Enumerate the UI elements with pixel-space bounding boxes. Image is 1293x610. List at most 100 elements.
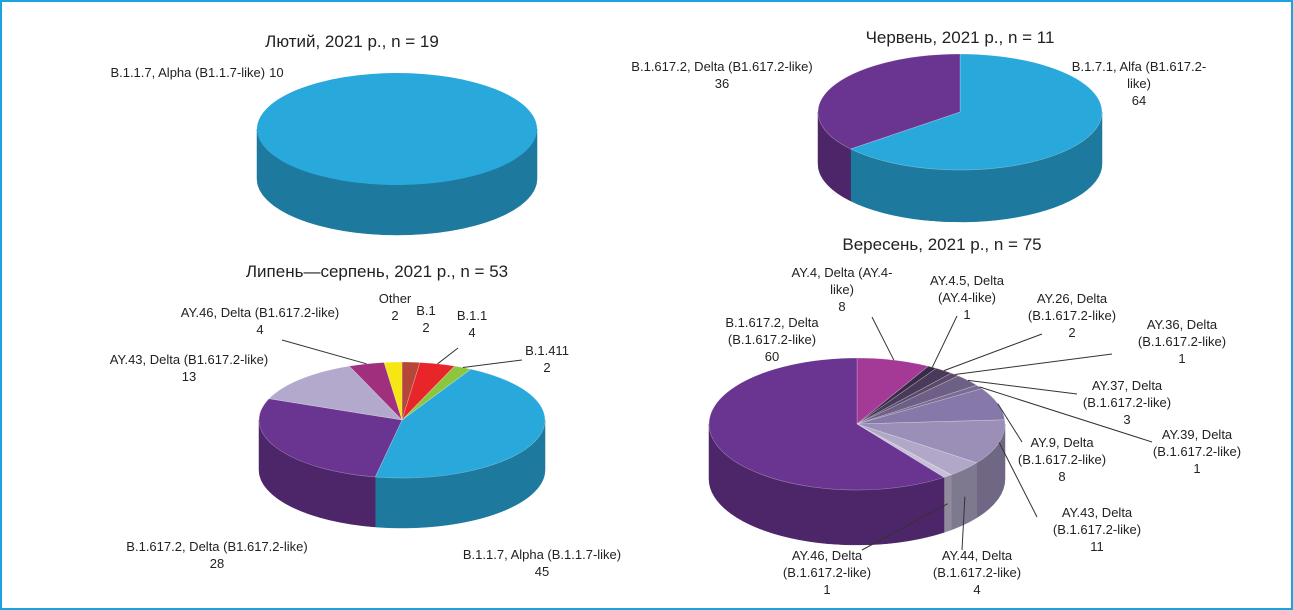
- leader-line: [871, 316, 895, 361]
- value-label: 2: [422, 320, 430, 335]
- value-label: 1: [1178, 351, 1186, 366]
- category-label: AY.39, Delta (B.1.617.2-like): [1152, 427, 1242, 459]
- slice-label: AY.44, Delta (B.1.617.2-like) 4: [922, 547, 1032, 598]
- value-label: 13: [181, 369, 197, 384]
- slice-label: B.1 2: [416, 302, 436, 336]
- category-label: AY.9, Delta (B.1.617.2-like): [1017, 435, 1107, 467]
- leader-line: [967, 379, 1078, 395]
- value-label: 4: [468, 325, 476, 340]
- chart-title-text: Червень, 2021 р., n = 11: [865, 28, 1055, 47]
- category-label: AY.4, Delta (AY.4-like): [791, 265, 893, 297]
- leader-line: [462, 359, 523, 369]
- category-label: B.1.1: [456, 308, 488, 323]
- slice-label: AY.43, Delta (B.1.617.2-like) 11: [1042, 504, 1152, 555]
- slice-label: B.1.1.7, Alpha (B1.1.7-like) 10: [110, 64, 283, 81]
- category-label: B.1.1.7, Alpha (B1.1.7-like): [110, 65, 266, 80]
- slice: [374, 368, 546, 479]
- category-label: B.1.411: [525, 343, 569, 358]
- slice-label: AY.37, Delta (B.1.617.2-like) 3: [1072, 377, 1182, 428]
- category-label: B.1.617.2, Delta (B.1.617.2-like): [725, 315, 819, 347]
- category-label: B.1.617.2, Delta (B1.617.2-like): [126, 539, 308, 554]
- value-label: 1: [963, 307, 971, 322]
- category-label: AY.36, Delta (B.1.617.2-like): [1137, 317, 1227, 349]
- category-label: B.1: [416, 303, 436, 318]
- slice-label: AY.9, Delta (B.1.617.2-like) 8: [1007, 434, 1117, 485]
- slice-label: AY.46, Delta (B.1.617.2-like) 1: [772, 547, 882, 598]
- slice-label: AY.43, Delta (B1.617.2-like) 13: [110, 351, 269, 385]
- value-label: 2: [391, 308, 399, 323]
- slice: [856, 423, 953, 478]
- slice-label: B.1.411 2: [525, 342, 569, 376]
- pie-tops: [817, 53, 1103, 171]
- category-label: Other: [378, 291, 412, 306]
- chart-title: Вересень, 2021 р., n = 75: [842, 235, 1041, 255]
- slice: [708, 357, 945, 491]
- slice-label: AY.46, Delta (B1.617.2-like) 4: [181, 304, 340, 338]
- slice: [856, 384, 983, 425]
- chart-title: Липень—серпень, 2021 р., n = 53: [246, 262, 508, 282]
- leader-line: [954, 353, 1113, 375]
- slice: [257, 73, 537, 185]
- leader-line: [961, 496, 966, 551]
- pie-tops: [708, 357, 1006, 491]
- leader-line: [437, 347, 459, 365]
- category-label: B.1.617.2, Delta (B1.617.2-like): [631, 59, 813, 74]
- chart-title: Лютий, 2021 р., n = 19: [265, 32, 439, 52]
- slice: [383, 361, 403, 421]
- pie-sides: [708, 423, 1006, 546]
- category-label: AY.46, Delta (B1.617.2-like): [180, 305, 340, 320]
- pie-tops: [258, 361, 546, 479]
- value-label: 36: [714, 76, 730, 91]
- chart-title-text: Лютий, 2021 р., n = 19: [265, 32, 439, 51]
- category-label: AY.26, Delta (B.1.617.2-like): [1027, 291, 1117, 323]
- slice: [856, 423, 978, 476]
- slice-label: AY.36, Delta (B.1.617.2-like) 1: [1128, 316, 1237, 367]
- category-label: B.1.1.7, Alpha (B.1.1.7-like): [462, 547, 622, 562]
- value-label: 1: [823, 582, 831, 597]
- category-label: AY.43, Delta (B1.617.2-like): [109, 352, 269, 367]
- slice: [856, 419, 1006, 464]
- slice-label: AY.4.5, Delta (AY.4-like) 1: [912, 272, 1022, 323]
- value-label: 64: [1131, 93, 1147, 108]
- category-label: AY.46, Delta (B.1.617.2-like): [782, 548, 872, 580]
- category-label: AY.37, Delta (B.1.617.2-like): [1082, 378, 1172, 410]
- value-label: 8: [838, 299, 846, 314]
- slice: [401, 361, 421, 421]
- category-label: AY.4.5, Delta (AY.4-like): [930, 273, 1004, 305]
- pie-tops: [257, 73, 537, 185]
- slice: [849, 53, 1103, 171]
- chart-title-text: Липень—серпень, 2021 р., n = 53: [245, 262, 509, 281]
- value-label: 45: [534, 564, 550, 579]
- slice: [817, 53, 961, 150]
- slice: [258, 398, 403, 478]
- chart-title: Червень, 2021 р., n = 11: [866, 28, 1055, 48]
- slice-label: Other 2: [379, 290, 412, 324]
- pie-sides: [817, 111, 1103, 223]
- value-label: 28: [209, 556, 225, 571]
- value-label: 11: [1090, 539, 1104, 554]
- value-label: 2: [543, 360, 551, 375]
- leader-line: [997, 403, 1023, 443]
- leader-line: [943, 333, 1043, 372]
- value-label: 8: [1058, 469, 1066, 484]
- slice-label: AY.26, Delta (B.1.617.2-like) 2: [1017, 290, 1127, 341]
- value-label: 60: [764, 349, 780, 364]
- leader-line: [931, 315, 958, 368]
- leader-line: [281, 339, 367, 365]
- value-label: 2: [1068, 325, 1076, 340]
- slice-label: B.1.1.7, Alpha (B.1.1.7-like) 45: [463, 546, 621, 580]
- slice-label: AY.39, Delta (B.1.617.2-like) 1: [1150, 426, 1244, 477]
- value-label: 3: [1123, 412, 1131, 427]
- category-label: AY.43, Delta (B.1.617.2-like): [1052, 505, 1142, 537]
- leader-line: [979, 386, 1153, 443]
- slice-label: B.1.1 4: [457, 307, 487, 341]
- category-label: B.1.7.1, Alfa (B1.617.2-like): [1071, 59, 1207, 91]
- slice: [268, 365, 403, 421]
- chart-title-text: Вересень, 2021 р., n = 75: [842, 235, 1042, 254]
- value-label: 4: [973, 582, 981, 597]
- slice-label: B.1.7.1, Alfa (B1.617.2-like) 64: [1063, 58, 1215, 109]
- slice: [856, 375, 978, 425]
- slice-label: B.1.617.2, Delta (B1.617.2-like) 36: [631, 58, 812, 92]
